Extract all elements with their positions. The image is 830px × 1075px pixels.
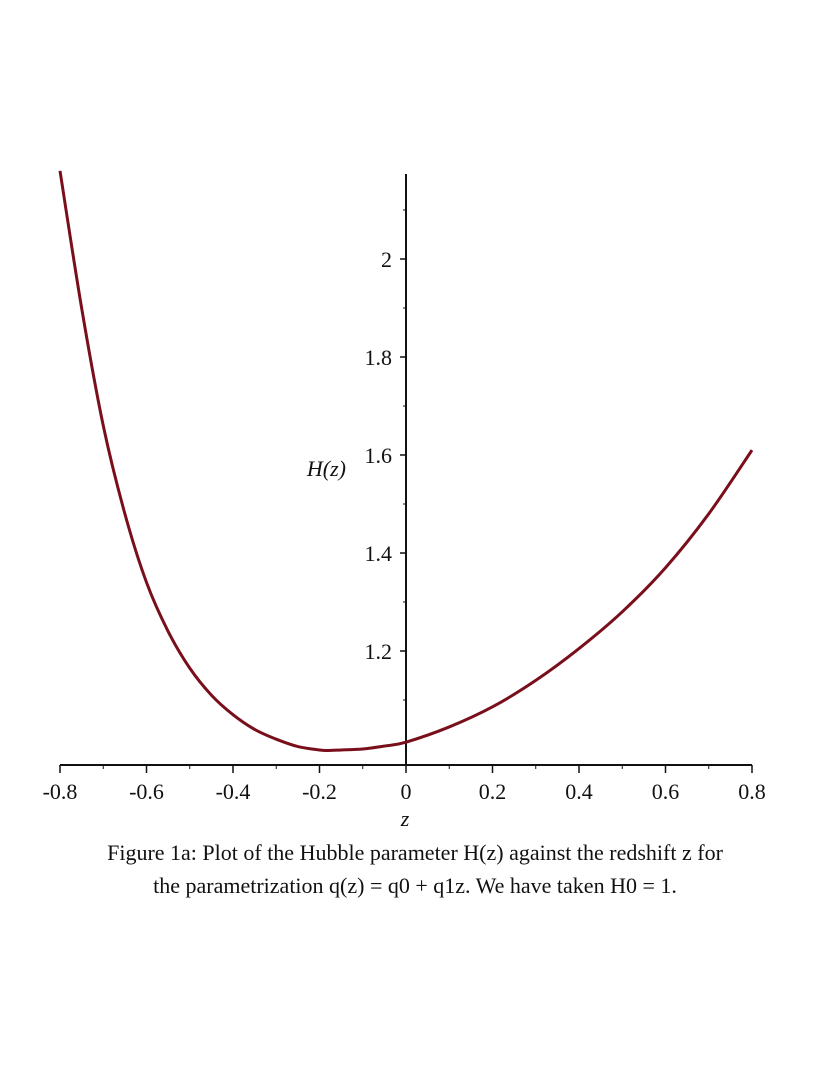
axes bbox=[60, 174, 752, 766]
series-group bbox=[58, 170, 754, 752]
x-tick-label: -0.6 bbox=[129, 779, 164, 804]
x-tick-label: 0.6 bbox=[652, 779, 680, 804]
series-line-hubble bbox=[58, 170, 754, 752]
caption-line-1: Figure 1a: Plot of the Hubble parameter … bbox=[107, 840, 723, 865]
x-tick-label: 0.4 bbox=[565, 779, 593, 804]
x-tick-label: -0.8 bbox=[43, 779, 78, 804]
y-ticks: 1.2 1.4 1.6 1.8 2 bbox=[365, 209, 406, 701]
x-tick-label: -0.4 bbox=[216, 779, 251, 804]
y-tick-label: 1.8 bbox=[365, 345, 393, 370]
y-tick-label: 1.4 bbox=[365, 541, 393, 566]
y-tick-label: 1.6 bbox=[365, 443, 393, 468]
x-axis-label: z bbox=[400, 806, 410, 831]
x-tick-label: 0.2 bbox=[479, 779, 507, 804]
x-ticks: -0.8 -0.6 -0.4 -0.2 0 0.2 0.4 0.6 0.8 bbox=[43, 765, 766, 804]
y-tick-label: 2 bbox=[381, 247, 392, 272]
x-tick-label: -0.2 bbox=[302, 779, 337, 804]
x-tick-label: 0.8 bbox=[738, 779, 766, 804]
x-tick-label: 0 bbox=[401, 779, 412, 804]
y-tick-label: 1.2 bbox=[365, 639, 393, 664]
figure-caption: Figure 1a: Plot of the Hubble parameter … bbox=[20, 836, 810, 902]
caption-line-2: the parametrization q(z) = q0 + q1z. We … bbox=[153, 873, 677, 898]
y-axis-label: H(z) bbox=[306, 456, 346, 481]
